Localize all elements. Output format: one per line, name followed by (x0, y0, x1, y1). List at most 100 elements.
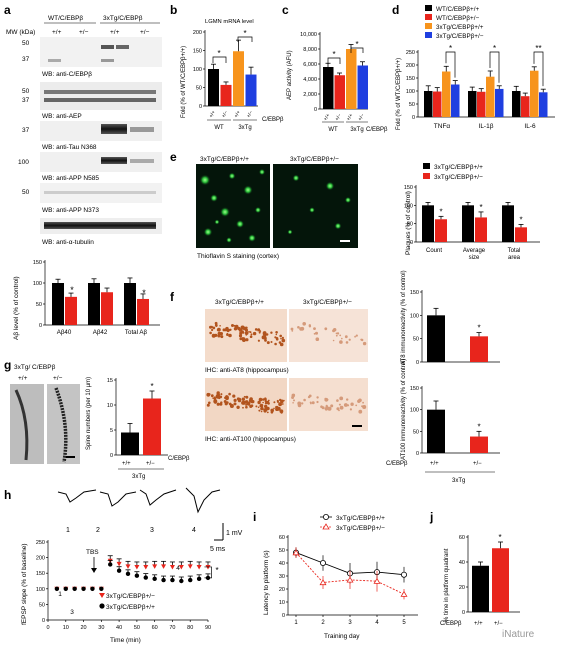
image-label-left: 3xTg/C/EBPβ+/+ (200, 156, 249, 163)
y-tick-label: 50 (413, 337, 419, 343)
y-tick-label: 8,000 (303, 47, 317, 53)
ihc-cell (208, 401, 211, 405)
data-point (72, 586, 77, 591)
ihc-cell (267, 399, 270, 402)
data-point (152, 576, 157, 582)
ihc-cell (217, 331, 222, 336)
panel-i-chart: 3xTg/C/EBPβ+/+ 3xTg/C/EBPβ+/− Latency to… (263, 514, 418, 640)
mw-label: MW (kDa) (6, 29, 35, 36)
bar (346, 49, 357, 109)
ihc-cell (211, 333, 216, 338)
panel-label-h: h (4, 488, 11, 502)
x-tick-label: 1 (294, 620, 298, 626)
y-tick-label: 10 (279, 600, 285, 606)
bar (486, 76, 495, 117)
y-tick-label: 0 (282, 613, 285, 619)
ihc-cell (227, 328, 230, 332)
plaque-dots (199, 168, 352, 243)
ihc-cell (310, 402, 312, 405)
scale-bar (66, 456, 75, 458)
y-tick-label: 50 (36, 302, 42, 308)
y-tick-label: 50 (39, 602, 45, 608)
ihc-cell (344, 335, 348, 339)
x-axis-tag: C/EBPβ (440, 621, 462, 627)
ihc-cell (362, 401, 364, 404)
data-point (179, 578, 184, 584)
bar (475, 217, 487, 242)
ihc-cell (242, 406, 244, 409)
ihc-cell (264, 339, 267, 342)
x-axis-label: Training day (324, 633, 360, 640)
ihc-cell (278, 341, 282, 344)
y-tick-label: 0 (42, 618, 45, 624)
mw-marker: 50 (22, 40, 30, 47)
panel-h-chart: fEPSP slope (% of baseline) Time (min) T… (21, 540, 208, 644)
ihc-cell (311, 401, 315, 405)
x-tick-label: Aβ40 (57, 329, 72, 336)
panel-label-j: j (429, 510, 433, 524)
epoch-number: 3 (70, 609, 74, 616)
ihc-cell (274, 342, 277, 346)
sig-marker: * (449, 44, 452, 53)
ihc-cell (250, 404, 254, 408)
legend-entry: 3xTg/C/EBPβ+/+ (336, 515, 385, 522)
plaque (325, 181, 335, 191)
bar (521, 96, 530, 117)
ihc-cell (216, 402, 220, 406)
ihc-cell (212, 397, 215, 399)
legend-swatch (425, 14, 432, 20)
ihc-cell (297, 403, 302, 408)
x-tick-label: 3 (348, 620, 352, 626)
image-label-left: 3xTg/C/EBPβ+/+ (215, 299, 264, 306)
data-point (81, 586, 86, 591)
ihc-at8-right (289, 309, 368, 362)
ihc-cell (258, 409, 261, 412)
data-point (54, 586, 60, 591)
ihc-cell (336, 399, 339, 402)
ihc-cell (220, 335, 224, 339)
ihc-cell (270, 341, 273, 343)
ihc-cell (332, 329, 336, 333)
panel-label-f: f (170, 290, 175, 304)
ihc-cell (212, 326, 216, 330)
panel-label-e: e (170, 150, 177, 164)
sig-bracket (350, 47, 364, 53)
plaque (226, 237, 232, 243)
ihc-cell (357, 399, 361, 403)
ihc-cell (209, 331, 212, 335)
sig-marker: * (217, 49, 220, 58)
ihc-cell (313, 327, 316, 330)
data-point (134, 564, 140, 570)
data-point (125, 571, 131, 577)
ihc-cell (308, 394, 312, 398)
ihc-cell (339, 334, 342, 337)
x-axis-tag: C/EBPβ (366, 127, 388, 133)
ihc-cell (228, 402, 232, 406)
bar (422, 205, 434, 242)
panel-label-i: i (253, 510, 256, 524)
ihc-cell (260, 410, 263, 413)
watermark: iNature (502, 629, 535, 640)
ihc-cell (260, 406, 264, 411)
ihc-cell (226, 333, 229, 336)
bar (495, 88, 504, 117)
ihc-cell (252, 331, 257, 336)
ihc-cell (360, 338, 363, 341)
bar (435, 219, 447, 242)
bar (433, 91, 442, 117)
x-tick-label: 2 (321, 620, 325, 626)
ihc-cell (282, 339, 285, 342)
y-axis-label: Plaques (% of control) (405, 191, 412, 255)
ihc-cell (346, 398, 349, 401)
ihc-cell (300, 326, 305, 331)
sig-marker: * (498, 533, 501, 542)
plaque (203, 227, 213, 237)
y-tick-label: 10 (107, 403, 113, 409)
bar (208, 69, 219, 106)
ihc-cell (209, 325, 212, 329)
sig-bracket (489, 51, 500, 83)
lane-label: +/− (473, 461, 482, 467)
bar (539, 92, 548, 117)
x-tick-label: area (508, 255, 521, 261)
